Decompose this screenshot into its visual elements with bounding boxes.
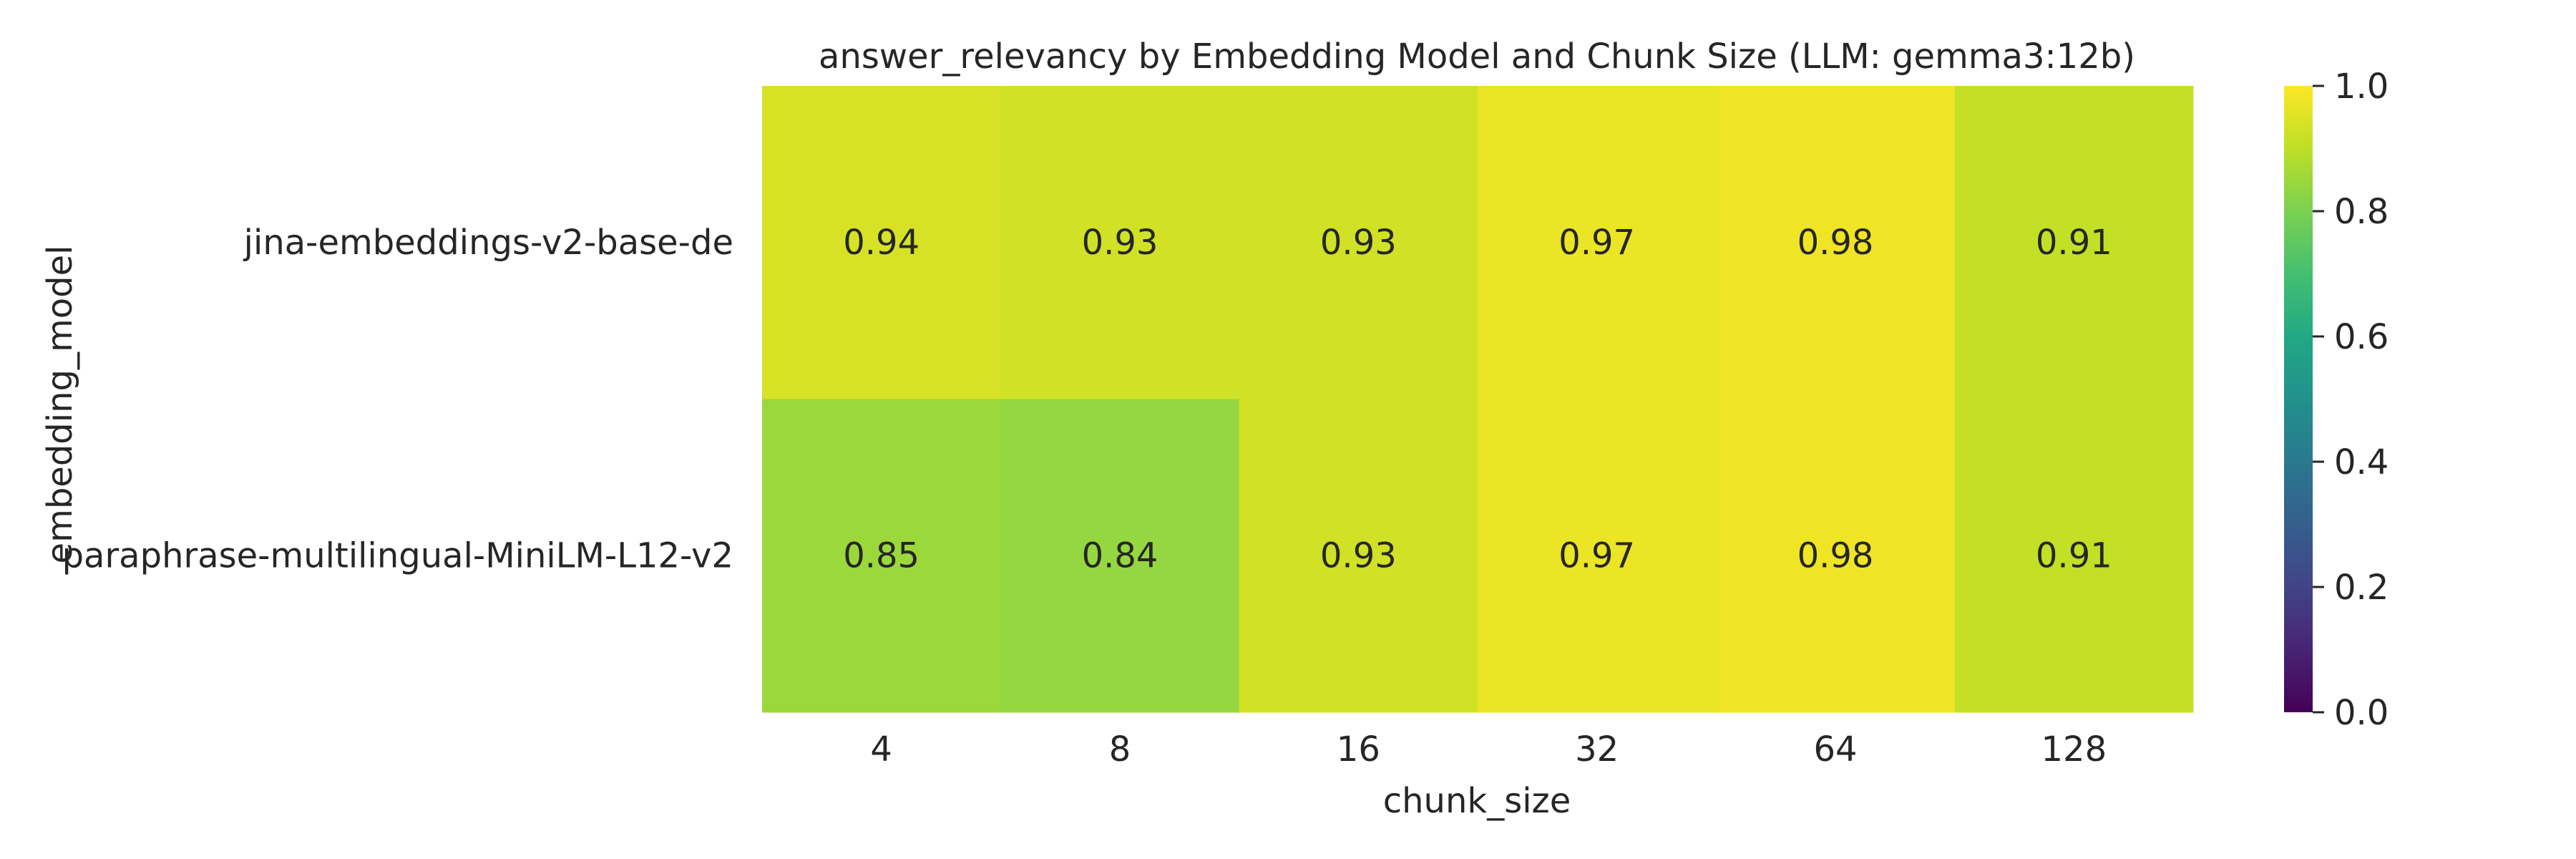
- cell-value-label: 0.91: [2036, 535, 2112, 576]
- cell-value-label: 0.85: [843, 535, 919, 576]
- colorbar-tick-label: 0.6: [2334, 317, 2389, 357]
- colorbar-tick-label: 0.4: [2334, 442, 2389, 482]
- cell-value-label: 0.93: [1320, 535, 1397, 576]
- heatmap-cell: [1478, 86, 1717, 399]
- heatmap-cell: [1954, 86, 2194, 399]
- cell-value-label: 0.98: [1797, 535, 1874, 576]
- colorbar-tick-label: 0.8: [2334, 192, 2389, 232]
- cell-value-label: 0.98: [1797, 223, 1874, 263]
- heatmap-cell: [1000, 399, 1240, 713]
- x-tick-label: 4: [870, 729, 892, 770]
- cell-value-label: 0.94: [843, 223, 919, 263]
- x-tick-label: 128: [2041, 729, 2107, 770]
- cell-value-label: 0.97: [1558, 535, 1635, 576]
- heatmap-cell: [762, 399, 1001, 713]
- colorbar-ticks: 0.0 0.2 0.4 0.6 0.8 1.0: [2313, 67, 2389, 733]
- y-axis-label: embedding_model: [40, 246, 80, 564]
- x-tick-label: 16: [1337, 729, 1380, 770]
- heatmap-cell-labels: 0.94 0.93 0.93 0.97 0.98 0.91 0.85 0.84 0.93 0.97…: [843, 223, 2112, 576]
- heatmap-cell: [1716, 399, 1956, 713]
- colorbar: [2284, 86, 2313, 712]
- heatmap-cell: [1478, 399, 1717, 713]
- x-tick-labels: 4 8 16 32 64 128: [870, 729, 2107, 770]
- heatmap-cell: [1716, 86, 1956, 399]
- x-axis-label: chunk_size: [1383, 781, 1571, 821]
- y-tick-label: jina-embeddings-v2-base-de: [243, 223, 733, 263]
- heatmap-cell: [1239, 86, 1478, 399]
- y-tick-label: paraphrase-multilingual-MiniLM-L12-v2: [62, 535, 733, 576]
- heatmap-cell: [1239, 399, 1478, 713]
- chart-title: answer_relevancy by Embedding Model and …: [819, 37, 2135, 77]
- cell-value-label: 0.84: [1082, 535, 1158, 576]
- heatmap-cell: [1954, 399, 2194, 713]
- heatmap-cell: [762, 86, 1001, 399]
- heatmap-cells: [762, 86, 2194, 713]
- x-tick-label: 32: [1575, 729, 1619, 770]
- x-tick-label: 64: [1813, 729, 1857, 770]
- cell-value-label: 0.93: [1082, 223, 1158, 263]
- cell-value-label: 0.91: [2036, 223, 2112, 263]
- x-tick-label: 8: [1109, 729, 1131, 770]
- y-tick-labels: jina-embeddings-v2-base-de paraphrase-mul…: [62, 223, 733, 576]
- cell-value-label: 0.97: [1558, 223, 1635, 263]
- colorbar-tick-label: 0.2: [2334, 568, 2389, 608]
- colorbar-tick-label: 1.0: [2334, 67, 2389, 107]
- heatmap-cell: [1000, 86, 1240, 399]
- colorbar-tick-label: 0.0: [2334, 693, 2389, 733]
- cell-value-label: 0.93: [1320, 223, 1397, 263]
